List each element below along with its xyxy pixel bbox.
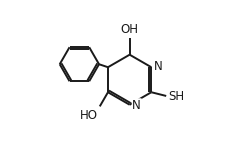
Text: N: N xyxy=(132,99,141,112)
Text: OH: OH xyxy=(120,23,138,36)
Text: N: N xyxy=(153,60,162,73)
Text: HO: HO xyxy=(80,109,98,122)
Text: SH: SH xyxy=(168,90,184,103)
